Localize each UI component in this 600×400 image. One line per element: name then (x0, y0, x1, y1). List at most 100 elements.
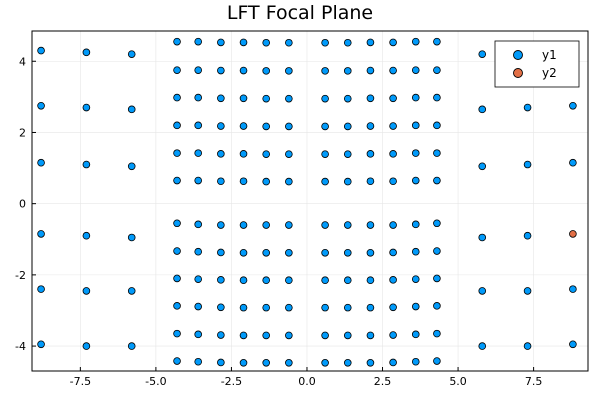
data-point-y1 (239, 221, 248, 229)
data-point-y1 (285, 122, 293, 131)
data-point-y1 (194, 149, 202, 157)
data-point-y1 (321, 150, 329, 158)
data-point-y1 (173, 219, 181, 228)
data-point-y1 (285, 221, 293, 229)
data-point-y1 (389, 248, 397, 257)
data-point-y1 (523, 342, 532, 350)
data-point-y1 (343, 359, 352, 367)
x-tick-label: -7.5 (70, 375, 91, 388)
data-point-y1 (433, 302, 441, 310)
data-point-y1 (217, 150, 225, 158)
data-point-y1 (262, 303, 270, 312)
data-point-y1 (173, 93, 181, 102)
data-point-y1 (173, 149, 181, 157)
data-point-y1 (194, 302, 202, 311)
data-point-y1 (411, 93, 420, 102)
data-point-y1 (433, 329, 441, 338)
data-point-y1 (285, 276, 293, 285)
data-point-y1 (389, 150, 397, 158)
data-point-y1 (173, 121, 181, 130)
data-point-y1 (239, 94, 248, 103)
y-tick-label: -4 (15, 340, 26, 353)
data-point-y1 (366, 177, 375, 186)
data-point-y1 (343, 38, 352, 47)
data-point-y1 (321, 38, 329, 47)
data-point-y1 (411, 66, 420, 74)
data-point-y1 (411, 149, 420, 157)
data-point-y1 (343, 303, 352, 312)
data-point-y1 (173, 357, 181, 365)
data-point-y1 (411, 176, 420, 185)
data-point-y1 (389, 331, 397, 339)
x-tick-label: -2.5 (221, 375, 242, 388)
data-point-y1 (285, 303, 293, 312)
legend-label-y2: y2 (542, 66, 557, 80)
data-point-y1 (433, 176, 441, 185)
data-point-y1 (239, 331, 248, 340)
data-point-y1 (321, 221, 329, 229)
data-point-y1 (389, 94, 397, 103)
data-point-y1 (37, 230, 45, 238)
data-point-y1 (366, 94, 375, 103)
data-point-y1 (569, 285, 577, 293)
data-point-y1 (433, 357, 441, 365)
data-point-y1 (194, 176, 202, 185)
data-point-y1 (433, 66, 441, 74)
data-point-y1 (217, 331, 225, 339)
data-point-y1 (389, 122, 397, 130)
data-point-y1 (433, 247, 441, 255)
data-point-y1 (366, 359, 375, 367)
data-point-y1 (366, 249, 375, 257)
chart-title: LFT Focal Plane (227, 2, 373, 24)
data-point-y1 (262, 177, 270, 186)
data-point-y1 (262, 122, 270, 131)
data-point-y1 (343, 94, 352, 103)
data-point-y1 (411, 121, 420, 130)
data-point-y1 (37, 340, 45, 349)
data-point-y1 (194, 66, 202, 74)
data-point-y1 (262, 359, 270, 367)
data-point-y1 (285, 177, 293, 186)
data-point-y1 (343, 67, 352, 75)
data-point-y1 (321, 331, 329, 340)
data-point-y1 (523, 160, 532, 169)
data-point-y1 (194, 357, 202, 366)
data-point-y1 (389, 303, 397, 312)
data-point-y1 (262, 67, 270, 75)
data-point-y1 (411, 37, 420, 46)
data-point-y1 (478, 105, 487, 114)
data-points (37, 37, 577, 367)
y-tick-label: 4 (19, 55, 26, 68)
data-point-y1 (194, 37, 202, 46)
data-point-y1 (262, 249, 270, 257)
data-point-y1 (194, 247, 202, 256)
data-point-y1 (127, 342, 136, 350)
data-point-y1 (37, 101, 45, 110)
data-point-y1 (321, 67, 329, 75)
data-point-y1 (239, 359, 248, 367)
data-point-y1 (217, 303, 225, 312)
data-point-y1 (173, 66, 181, 74)
data-point-y1 (478, 342, 487, 350)
data-point-y1 (366, 331, 375, 340)
data-point-y1 (262, 94, 270, 103)
data-point-y1 (285, 67, 293, 75)
data-point-y1 (389, 276, 397, 284)
data-point-y1 (411, 302, 420, 311)
data-point-y1 (321, 276, 329, 285)
y-tick-label: -2 (15, 269, 26, 282)
data-point-y1 (389, 358, 397, 367)
data-point-y1 (217, 94, 225, 103)
data-point-y1 (239, 303, 248, 312)
data-point-y1 (262, 276, 270, 285)
legend-marker-y1 (513, 50, 523, 60)
data-point-y1 (239, 38, 248, 47)
data-point-y1 (523, 103, 532, 112)
data-point-y1 (478, 50, 487, 58)
y-tick-label: 0 (19, 198, 26, 211)
data-point-y1 (366, 38, 375, 47)
x-tick-label: 0.0 (298, 375, 316, 388)
data-point-y1 (389, 177, 397, 186)
data-point-y1 (82, 342, 91, 350)
data-point-y1 (569, 101, 577, 110)
